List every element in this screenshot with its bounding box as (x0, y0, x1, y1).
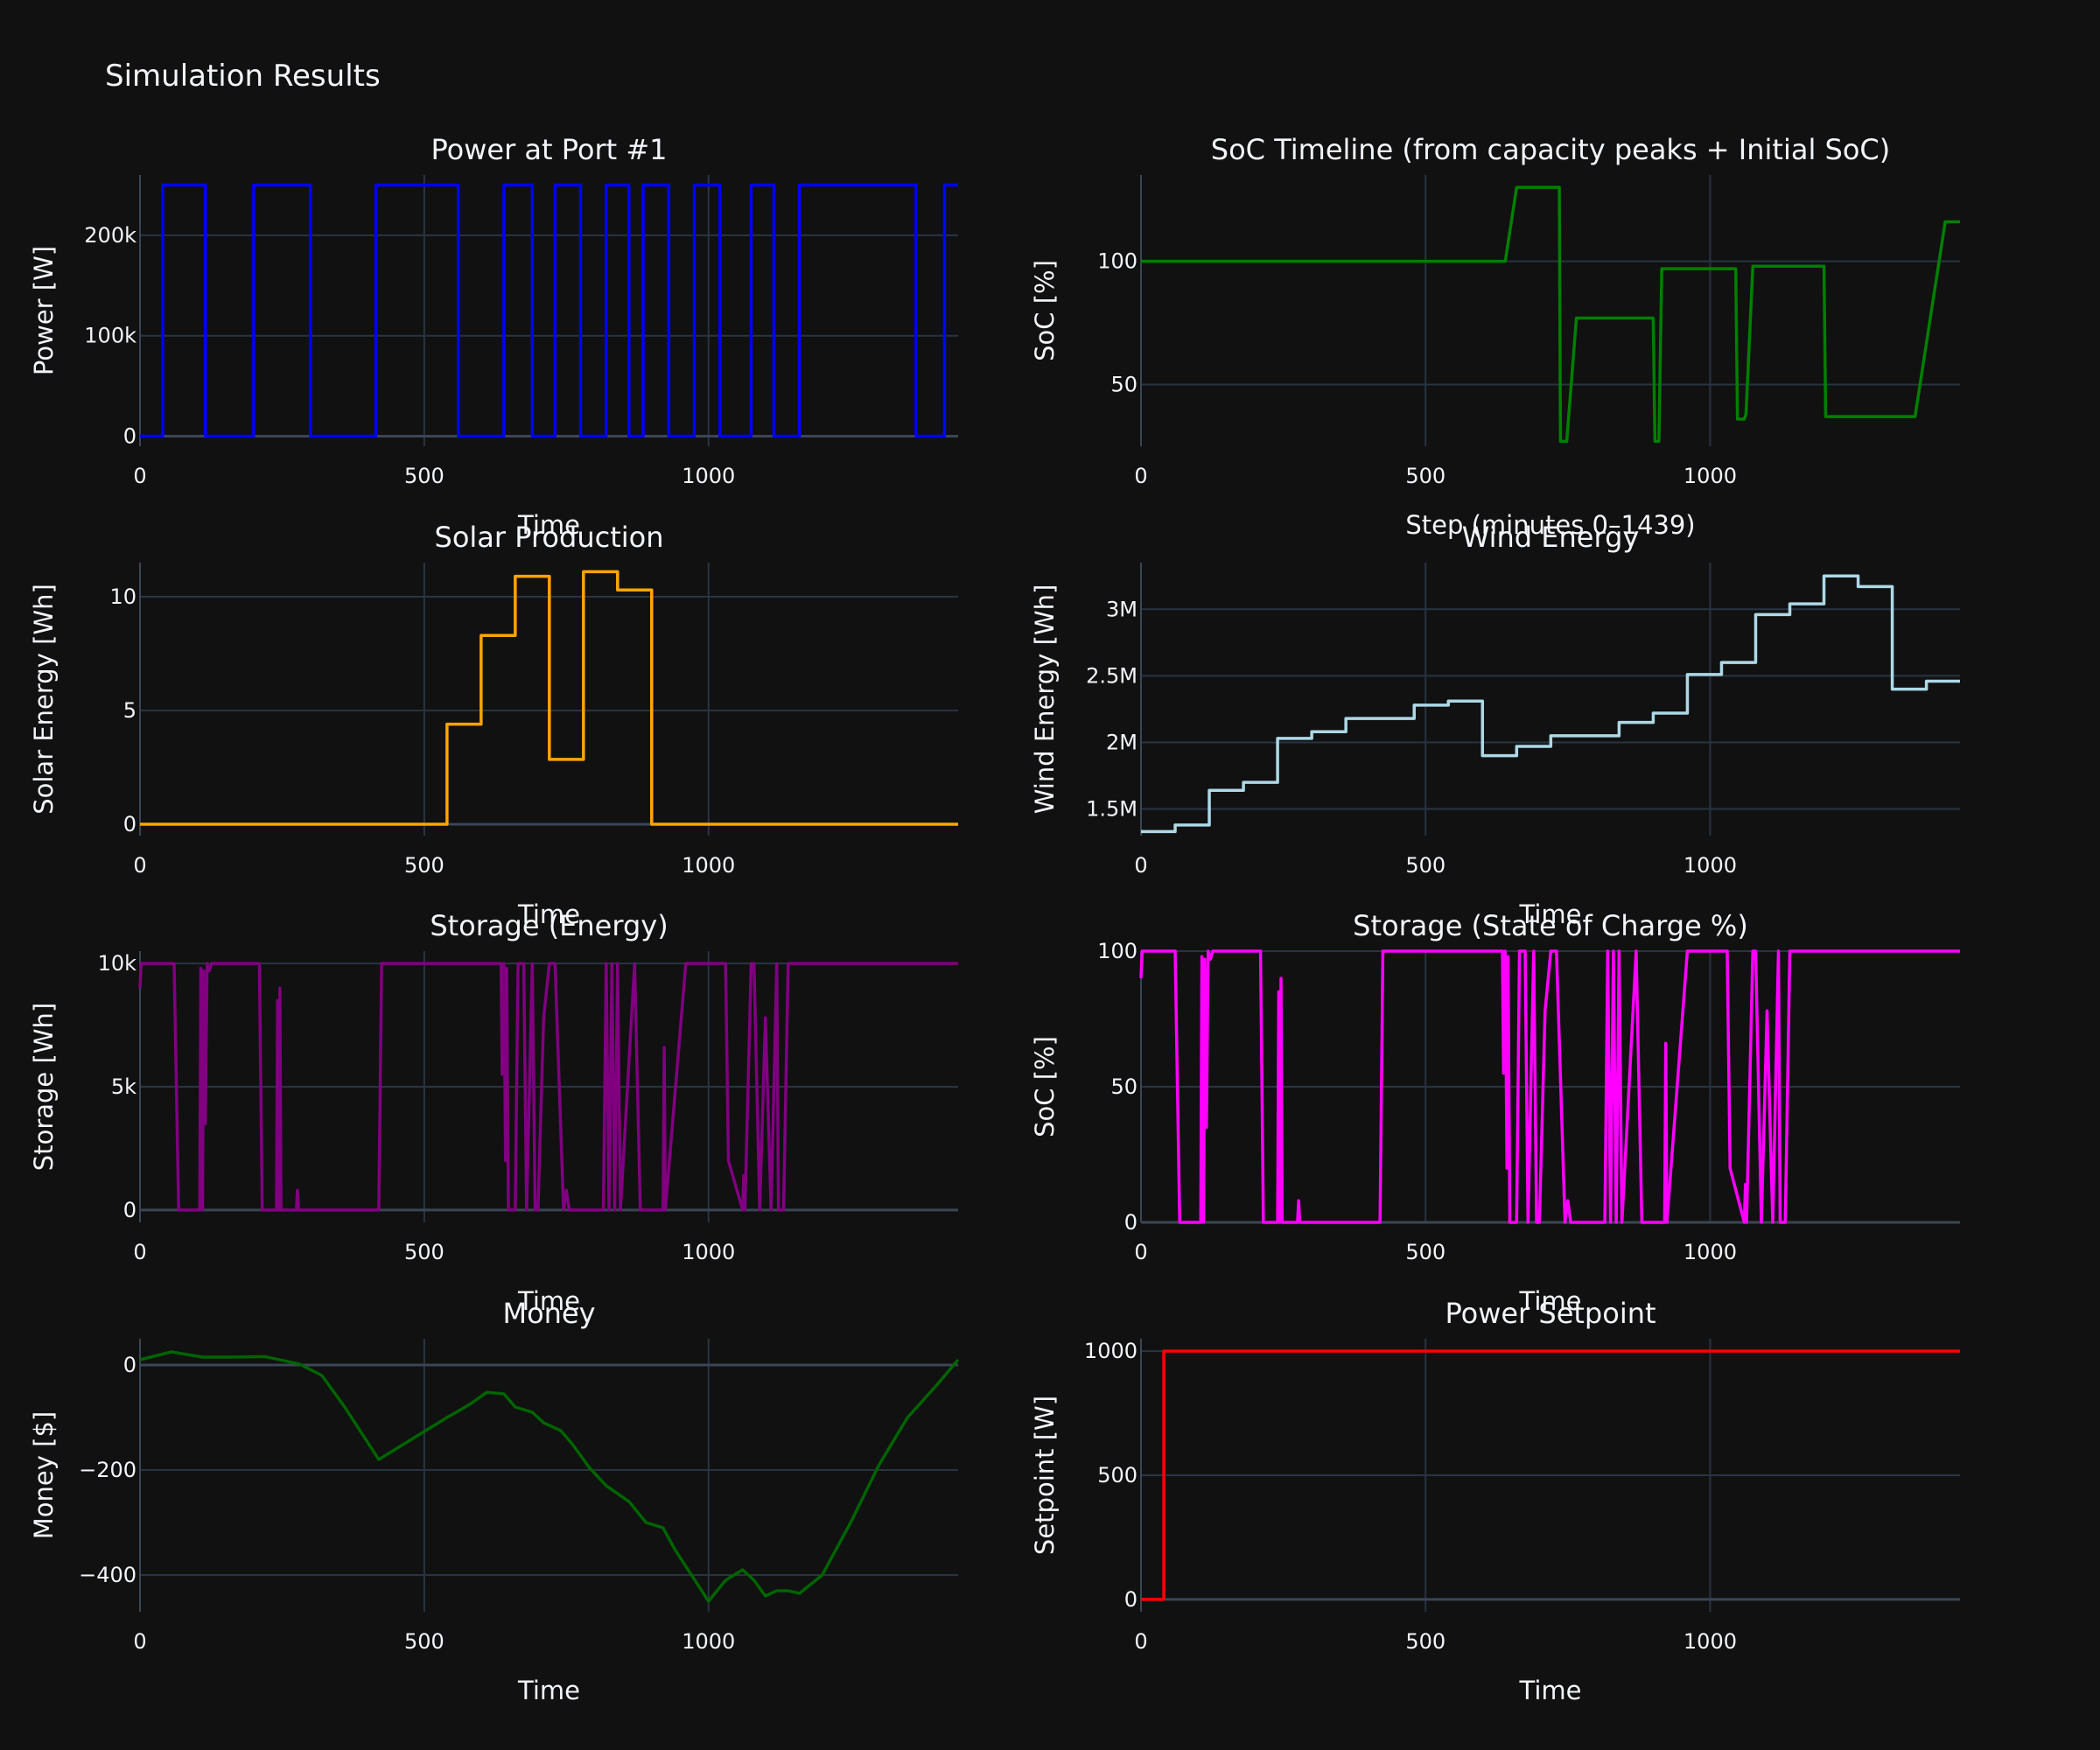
series-line-setpoint (1141, 1349, 1960, 1601)
x-tick-label: 0 (1134, 853, 1147, 878)
x-tick-label: 500 (404, 1240, 444, 1264)
x-axis-title: Time (517, 1286, 580, 1316)
y-tick-label: −400 (79, 1563, 136, 1587)
chart-power: 0 500 1000 0 100k 200k Power at Port #1 Time Pow… (29, 133, 958, 540)
y-axis-title: Setpoint [W] (1030, 1396, 1060, 1555)
x-axis-title: Step (minutes 0–1439) (1405, 510, 1695, 540)
x-tick-label: 0 (1134, 1629, 1147, 1654)
chart-solar: 0 500 1000 0 5 10 Solar Production Time Solar En… (29, 521, 958, 929)
y-axis-title: SoC [%] (1030, 260, 1060, 361)
x-tick-label: 1000 (1684, 1629, 1737, 1654)
x-tick-label: 1000 (1684, 464, 1737, 488)
subplot-title: SoC Timeline (from capacity peaks + Init… (1211, 133, 1890, 166)
subplot-title: Power Setpoint (1445, 1297, 1656, 1330)
page-title: Simulation Results (105, 59, 381, 94)
x-tick-label: 1000 (682, 1240, 735, 1264)
x-tick-label: 500 (404, 1629, 444, 1654)
x-tick-label: 0 (133, 1629, 146, 1654)
subplot-title: Power at Port #1 (430, 133, 667, 166)
subplot-title: Money (502, 1297, 595, 1330)
y-tick-label: 200k (84, 223, 136, 248)
chart-setpoint: 0 500 1000 0 500 1000 Power Setpoint Time Setpoi… (1030, 1297, 1960, 1705)
subplot-title: Solar Production (435, 521, 664, 554)
y-axis-title: Wind Energy [Wh] (1030, 584, 1060, 815)
series-line-storage_energy (138, 962, 958, 1212)
y-axis-title: Solar Energy [Wh] (29, 584, 59, 815)
y-tick-label: 1.5M (1086, 797, 1138, 822)
y-tick-label: 3M (1106, 597, 1138, 621)
x-tick-label: 0 (133, 464, 146, 488)
x-tick-label: 0 (1134, 1240, 1147, 1264)
chart-storage_soc: 0 500 1000 0 50 100 Storage (State of Charge %… (1030, 909, 1960, 1316)
subplot-title: Storage (Energy) (430, 909, 668, 942)
y-tick-label: 10 (109, 584, 136, 609)
y-tick-label: 0 (123, 424, 136, 449)
y-tick-label: 50 (1110, 373, 1138, 397)
series-line-power (140, 183, 958, 438)
x-axis-title: Time (1519, 900, 1582, 929)
y-tick-label: 500 (1097, 1463, 1138, 1488)
y-axis-title: SoC [%] (1030, 1036, 1060, 1138)
y-axis-title: Money [$] (29, 1411, 59, 1539)
y-tick-label: 0 (1124, 1210, 1138, 1235)
x-tick-label: 500 (1405, 853, 1446, 878)
y-tick-label: 0 (1124, 1587, 1138, 1612)
y-tick-label: 5 (123, 698, 136, 723)
x-tick-label: 1000 (1684, 853, 1737, 878)
series-line-wind (1141, 574, 1960, 834)
x-tick-label: 0 (1134, 464, 1147, 488)
y-tick-label: 100 (1097, 939, 1138, 963)
x-tick-label: 500 (1405, 464, 1446, 488)
x-tick-label: 500 (1405, 1629, 1446, 1654)
chart-wind: 0 500 1000 1.5M 2M 2.5M 3M Wind Energy Time Wind … (1030, 521, 1960, 929)
x-axis-title: Time (517, 900, 580, 929)
series-line-storage_soc (1139, 949, 1960, 1224)
y-tick-label: 2M (1106, 730, 1138, 754)
y-tick-label: 5k (111, 1074, 136, 1099)
chart-storage_energy: 0 500 1000 0 5k 10k Storage (Energy) Time Storag… (29, 909, 958, 1316)
y-tick-label: 2.5M (1086, 663, 1138, 688)
y-tick-label: 0 (123, 1353, 136, 1377)
y-tick-label: 100k (84, 324, 136, 348)
y-tick-label: 0 (123, 1198, 136, 1222)
x-tick-label: 500 (404, 464, 444, 488)
y-tick-label: 0 (123, 812, 136, 836)
y-tick-label: 1000 (1084, 1339, 1138, 1363)
x-tick-label: 1000 (682, 853, 735, 878)
x-tick-label: 500 (404, 853, 444, 878)
x-tick-label: 0 (133, 853, 146, 878)
x-axis-title: Time (517, 510, 580, 540)
series-line-soc_timeline (1141, 186, 1960, 444)
y-axis-title: Power [W] (29, 246, 59, 375)
y-tick-label: 50 (1110, 1074, 1138, 1099)
chart-money: 0 500 1000 −400 −200 0 Money Time Money [$] (29, 1297, 960, 1705)
x-axis-title: Time (517, 1676, 580, 1705)
y-tick-label: 100 (1097, 249, 1138, 274)
subplot-title: Wind Energy (1462, 521, 1640, 554)
series-line-money (139, 1350, 960, 1603)
y-tick-label: −200 (79, 1458, 136, 1482)
x-tick-label: 0 (133, 1240, 146, 1264)
subplot-title: Storage (State of Charge %) (1353, 909, 1748, 942)
x-axis-title: Time (1519, 1286, 1582, 1316)
x-tick-label: 500 (1405, 1240, 1446, 1264)
chart-soc_timeline: 0 500 1000 50 100 SoC Timeline (from capacity… (1030, 133, 1960, 540)
x-tick-label: 1000 (682, 1629, 735, 1654)
y-tick-label: 10k (98, 951, 137, 976)
x-axis-title: Time (1519, 1676, 1582, 1705)
series-line-solar (140, 570, 958, 826)
y-axis-title: Storage [Wh] (29, 1003, 59, 1171)
x-tick-label: 1000 (1684, 1240, 1737, 1264)
x-tick-label: 1000 (682, 464, 735, 488)
